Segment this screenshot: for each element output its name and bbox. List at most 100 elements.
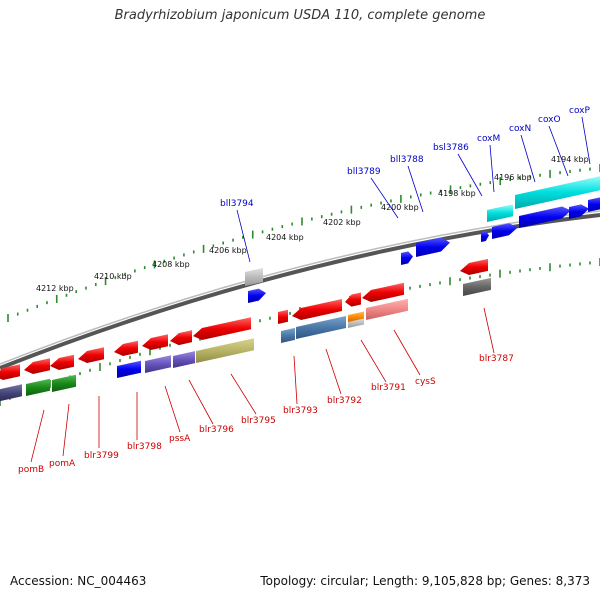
upper-tick <box>519 176 521 180</box>
lower-tick <box>99 363 101 371</box>
lower-tick <box>429 283 431 287</box>
reverse-gene-label: pomB <box>18 465 44 475</box>
forward-label-leader <box>489 144 495 193</box>
forward-label-leader <box>370 177 399 219</box>
reverse-gene-feature <box>278 309 288 324</box>
upper-tick <box>489 181 492 185</box>
upper-tick <box>75 290 78 294</box>
lower-tick <box>589 261 591 265</box>
lower-tick <box>509 270 511 274</box>
upper-tick <box>212 244 215 248</box>
upper-tick <box>261 230 264 234</box>
forward-label-leader <box>548 125 569 177</box>
lower-tick <box>579 262 581 266</box>
reverse-gene-feature <box>170 330 192 346</box>
upper-tick <box>350 205 353 214</box>
upper-tick <box>340 210 343 214</box>
lower-tick <box>149 347 151 356</box>
forward-gene-feature <box>245 268 263 286</box>
ruler-label: 4196 kbp <box>494 173 532 182</box>
upper-tick <box>390 199 392 203</box>
reverse-gene-feature <box>0 384 22 402</box>
reverse-gene-feature <box>348 318 364 328</box>
forward-label-leader <box>581 116 591 165</box>
reverse-gene-feature <box>78 347 104 364</box>
reverse-label-leader <box>483 307 495 354</box>
forward-gene-label: bll3788 <box>390 155 424 165</box>
upper-tick <box>360 205 363 209</box>
upper-tick <box>202 244 205 253</box>
reverse-gene-feature <box>281 327 295 343</box>
forward-gene-label: coxM <box>477 134 500 144</box>
lower-tick <box>519 269 521 273</box>
gene-labels: bll3794 bll3789 bll3788 bsl3786 coxM coxN coxO… <box>18 106 591 475</box>
lower-tick <box>529 268 531 272</box>
lower-tick <box>559 264 561 268</box>
upper-tick <box>134 269 136 273</box>
reverse-gene-feature <box>292 299 342 321</box>
upper-tick <box>320 215 323 219</box>
reverse-label-leader <box>293 355 298 405</box>
reverse-label-leader <box>188 379 214 425</box>
ruler-label: 4206 kbp <box>209 246 247 255</box>
forward-gene-label: coxN <box>509 124 531 134</box>
upper-tick <box>242 235 244 239</box>
upper-tick <box>55 294 58 303</box>
forward-gene-feature <box>569 204 589 219</box>
lower-tick <box>269 316 271 320</box>
upper-tick <box>251 230 254 239</box>
lower-tick <box>439 281 441 285</box>
reverse-gene-feature <box>24 358 50 375</box>
lower-tick <box>419 284 421 288</box>
forward-gene-label: coxP <box>569 106 591 116</box>
upper-tick <box>163 259 166 263</box>
upper-tick <box>469 184 472 188</box>
upper-tick <box>529 175 531 179</box>
lower-tick <box>449 277 451 286</box>
upper-tick <box>380 201 382 205</box>
forward-label-leader <box>520 134 536 183</box>
upper-tick <box>429 191 432 195</box>
reverse-gene-label: blr3793 <box>283 406 318 416</box>
upper-tick <box>569 169 571 173</box>
forward-label-leader <box>457 153 483 197</box>
forward-gene-feature <box>416 237 450 257</box>
ruler-label: 4212 kbp <box>36 284 74 293</box>
upper-tick <box>65 293 68 297</box>
lower-tick <box>569 263 571 267</box>
upper-tick <box>173 256 175 260</box>
upper-tick <box>291 222 293 226</box>
upper-tick <box>222 241 225 245</box>
upper-tick <box>281 225 284 229</box>
ruler-label: 4208 kbp <box>152 260 190 269</box>
reverse-gene-feature <box>52 374 76 392</box>
upper-tick <box>549 169 551 178</box>
upper-tick <box>539 173 541 177</box>
reverse-label-leader <box>360 339 387 383</box>
lower-tick <box>479 275 481 279</box>
upper-tick <box>330 212 333 216</box>
forward-gene-label: coxO <box>538 115 561 125</box>
reverse-label-leader <box>230 373 257 415</box>
upper-tick <box>114 276 117 280</box>
reverse-gene-label: pomA <box>49 459 76 469</box>
ruler-label: 4204 kbp <box>266 233 304 242</box>
reverse-label-leader <box>62 403 70 457</box>
upper-tick <box>509 178 511 182</box>
reverse-gene-label: blr3799 <box>84 451 119 461</box>
upper-tick <box>192 250 195 254</box>
lower-tick <box>469 276 471 280</box>
lower-tick <box>79 372 81 376</box>
reverse-gene-label: pssA <box>169 434 191 444</box>
upper-tick <box>479 182 482 186</box>
upper-tick <box>449 185 452 194</box>
forward-gene-label: bsl3786 <box>433 143 469 153</box>
gene-features <box>0 176 600 402</box>
lower-tick <box>159 346 161 350</box>
upper-tick <box>85 286 87 290</box>
lower-tick <box>119 359 121 363</box>
forward-gene-label: bll3794 <box>220 199 254 209</box>
lower-tick <box>109 362 111 366</box>
backbone-highlight <box>0 210 600 365</box>
